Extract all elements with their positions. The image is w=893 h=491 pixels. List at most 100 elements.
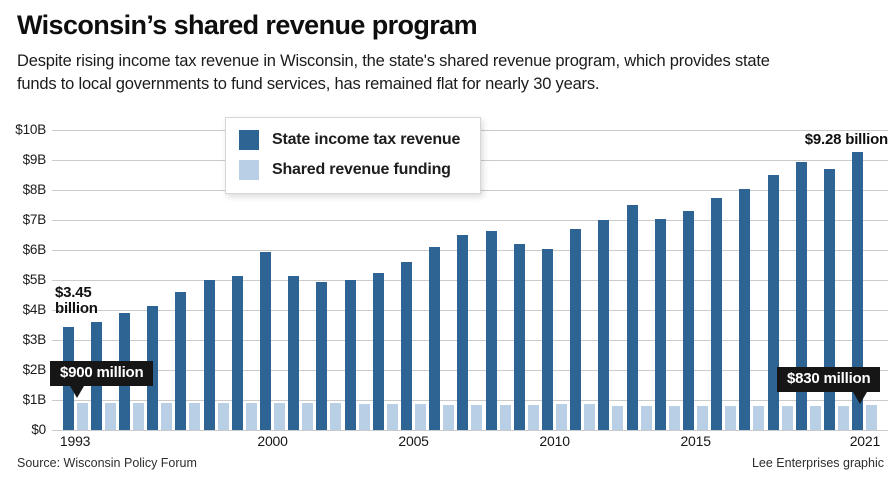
bar-income-tax-2018 bbox=[767, 175, 779, 430]
bar-shared-revenue-2010 bbox=[556, 403, 568, 430]
x-axis: 1993 2000 2005 2010 2015 2021 bbox=[52, 433, 888, 451]
bar-income-tax-2000 bbox=[260, 251, 272, 430]
bar-shared-revenue-2019 bbox=[809, 406, 821, 430]
bar-shared-revenue-2005 bbox=[415, 404, 427, 430]
bar-income-tax-2014 bbox=[654, 218, 666, 430]
bar-shared-revenue-2009 bbox=[527, 404, 539, 430]
bar-income-tax-2007 bbox=[457, 235, 469, 430]
bar-shared-revenue-2015 bbox=[697, 406, 709, 430]
bar-income-tax-2020 bbox=[824, 169, 836, 430]
subtitle: Despite rising income tax revenue in Wis… bbox=[17, 50, 770, 96]
bar-group-2000 bbox=[258, 130, 286, 430]
bar-group-2015 bbox=[681, 130, 709, 430]
bar-group-2006 bbox=[428, 130, 456, 430]
bar-income-tax-2016 bbox=[711, 197, 723, 430]
bar-shared-revenue-2011 bbox=[584, 403, 596, 430]
bar-shared-revenue-1993 bbox=[76, 403, 88, 430]
annotation-1993-income-value: $3.45 billion bbox=[55, 285, 98, 317]
bar-income-tax-2001 bbox=[288, 275, 300, 430]
bar-shared-revenue-2018 bbox=[781, 406, 793, 430]
bar-shared-revenue-2007 bbox=[471, 404, 483, 430]
bar-income-tax-2017 bbox=[739, 188, 751, 430]
bar-shared-revenue-2017 bbox=[753, 406, 765, 430]
y-tick-9b: $9B bbox=[22, 152, 47, 167]
bar-income-tax-2013 bbox=[626, 205, 638, 430]
gridline-3b bbox=[52, 340, 888, 341]
bar-income-tax-2008 bbox=[485, 230, 497, 430]
x-tick-2021: 2021 bbox=[849, 433, 881, 449]
bar-shared-revenue-1998 bbox=[217, 403, 229, 430]
bar-shared-revenue-2008 bbox=[499, 404, 511, 430]
bar-shared-revenue-2012 bbox=[612, 406, 624, 430]
graphic-credit: Lee Enterprises graphic bbox=[751, 456, 884, 470]
bar-shared-revenue-1994 bbox=[104, 403, 116, 430]
bar-shared-revenue-2013 bbox=[640, 406, 652, 430]
annotation-1993-line1: $3.45 bbox=[55, 284, 92, 301]
bar-income-tax-2006 bbox=[429, 247, 441, 430]
bar-income-tax-1998 bbox=[203, 280, 215, 430]
gridline-1b bbox=[52, 400, 888, 401]
bar-shared-revenue-1997 bbox=[189, 403, 201, 430]
bar-group-2008 bbox=[484, 130, 512, 430]
legend-label-income-tax: State income tax revenue bbox=[272, 131, 461, 148]
bar-shared-revenue-2021 bbox=[866, 405, 878, 430]
bar-income-tax-1999 bbox=[231, 275, 243, 430]
annotation-2021-income-value: $9.28 billion bbox=[804, 131, 888, 148]
bar-income-tax-2011 bbox=[570, 229, 582, 430]
annotation-2021-shared-callout: $830 million bbox=[777, 367, 881, 404]
subtitle-line-2: funds to local governments to fund servi… bbox=[17, 75, 600, 93]
x-tick-2010: 2010 bbox=[539, 433, 570, 449]
legend-label-shared-revenue: Shared revenue funding bbox=[272, 161, 451, 178]
bar-group-2016 bbox=[710, 130, 738, 430]
gridline-7b bbox=[52, 220, 888, 221]
y-tick-3b: $3B bbox=[22, 332, 47, 347]
bar-shared-revenue-1995 bbox=[133, 403, 144, 430]
bar-group-2009 bbox=[512, 130, 540, 430]
annotation-1993-shared-callout: $900 million bbox=[50, 361, 154, 398]
bar-shared-revenue-2004 bbox=[386, 403, 398, 430]
bar-group-2001 bbox=[287, 130, 315, 430]
gridline-5b bbox=[52, 280, 888, 281]
bar-group-2017 bbox=[738, 130, 766, 430]
legend-item-income-tax: State income tax revenue bbox=[239, 130, 460, 150]
bar-income-tax-2009 bbox=[513, 244, 525, 430]
bar-shared-revenue-2016 bbox=[725, 406, 737, 430]
bar-shared-revenue-1999 bbox=[245, 403, 257, 430]
bar-shared-revenue-2020 bbox=[838, 406, 850, 430]
shared-revenue-swatch-icon bbox=[239, 160, 259, 180]
bar-shared-revenue-2000 bbox=[274, 403, 286, 430]
y-tick-6b: $6B bbox=[22, 242, 47, 257]
page-title: Wisconsin’s shared revenue program bbox=[17, 10, 478, 40]
y-tick-10b: $10B bbox=[15, 122, 46, 137]
bar-shared-revenue-2006 bbox=[443, 404, 455, 430]
bar-income-tax-2003 bbox=[344, 280, 356, 430]
y-tick-4b: $4B bbox=[22, 302, 47, 317]
y-tick-0: $0 bbox=[31, 422, 46, 437]
gridline-4b bbox=[52, 310, 888, 311]
bar-income-tax-2002 bbox=[316, 281, 328, 430]
bar-shared-revenue-2003 bbox=[358, 403, 370, 430]
y-tick-7b: $7B bbox=[22, 212, 47, 227]
bar-income-tax-2012 bbox=[598, 220, 610, 430]
bar-income-tax-2010 bbox=[542, 248, 554, 430]
bar-group-1998 bbox=[202, 130, 230, 430]
legend: State income tax revenue Shared revenue … bbox=[225, 117, 482, 194]
bar-income-tax-2005 bbox=[401, 262, 413, 430]
bar-group-1999 bbox=[230, 130, 258, 430]
legend-item-shared-revenue: Shared revenue funding bbox=[239, 160, 460, 180]
bar-group-2018 bbox=[766, 130, 794, 430]
bar-group-2007 bbox=[456, 130, 484, 430]
bar-shared-revenue-2014 bbox=[668, 406, 680, 430]
x-tick-1993: 1993 bbox=[59, 433, 91, 449]
bar-group-2002 bbox=[315, 130, 343, 430]
bar-group-2011 bbox=[569, 130, 597, 430]
bar-group-2020 bbox=[822, 130, 850, 430]
subtitle-line-1: Despite rising income tax revenue in Wis… bbox=[17, 52, 770, 70]
source-credit: Source: Wisconsin Policy Forum bbox=[17, 456, 197, 470]
bar-group-2005 bbox=[399, 130, 427, 430]
bar-group-1997 bbox=[174, 130, 202, 430]
bar-income-tax-2004 bbox=[372, 272, 384, 430]
y-tick-5b: $5B bbox=[22, 272, 47, 287]
gridline-6b bbox=[52, 250, 888, 251]
y-tick-1b: $1B bbox=[22, 392, 47, 407]
